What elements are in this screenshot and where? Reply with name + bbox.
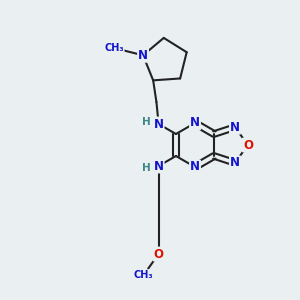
Text: N: N	[154, 160, 164, 172]
Text: N: N	[154, 118, 164, 130]
Text: CH₃: CH₃	[134, 270, 153, 280]
Text: H: H	[142, 163, 151, 173]
Text: CH₃: CH₃	[104, 43, 124, 53]
Text: H: H	[142, 117, 151, 127]
Text: N: N	[190, 160, 200, 173]
Text: N: N	[138, 49, 148, 62]
Text: O: O	[154, 248, 164, 260]
Text: N: N	[230, 156, 240, 169]
Text: N: N	[190, 116, 200, 130]
Text: O: O	[243, 139, 253, 152]
Text: N: N	[230, 121, 240, 134]
